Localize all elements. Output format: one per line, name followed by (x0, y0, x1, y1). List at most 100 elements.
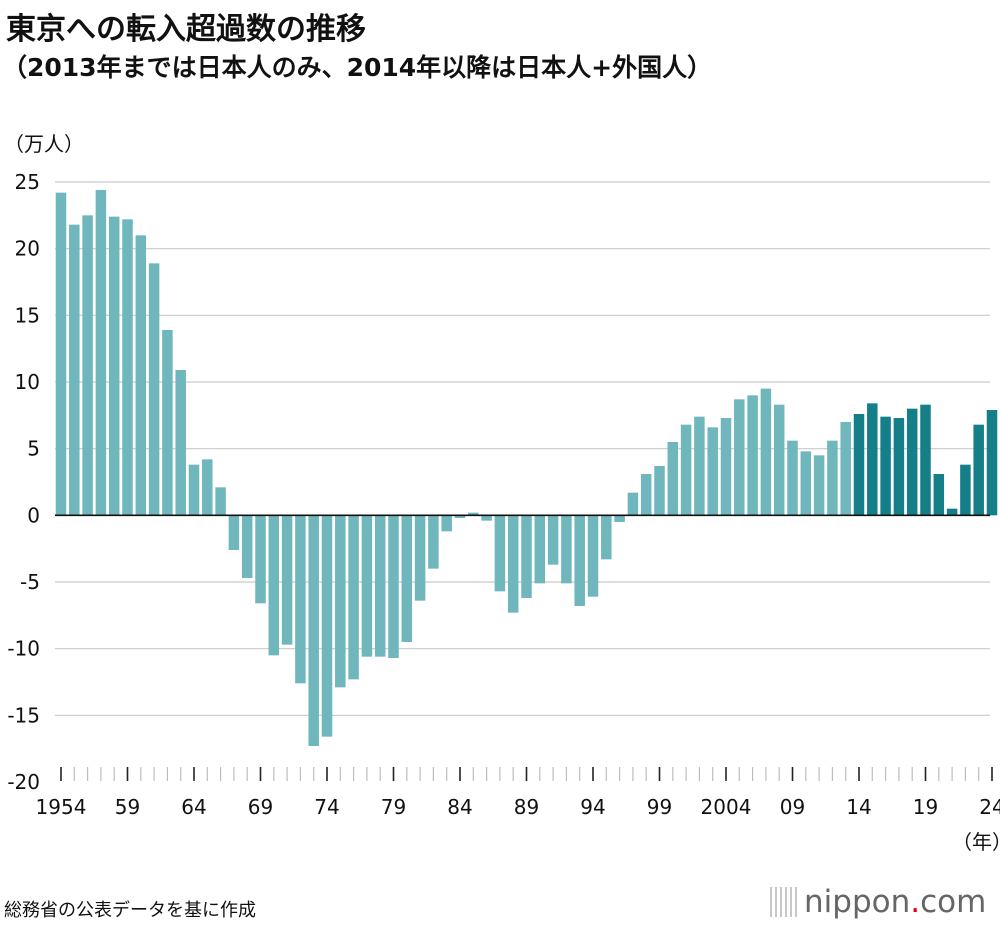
bar-2022 (960, 464, 971, 516)
bar-1992 (561, 515, 572, 584)
logo-name: nippon (804, 884, 911, 920)
bar-2016 (880, 416, 891, 516)
bar-1980 (401, 515, 413, 642)
bar-2021 (946, 508, 958, 516)
bar-2011 (813, 455, 825, 516)
bar-1972 (295, 515, 306, 684)
bar-1969 (255, 515, 266, 604)
bar-1987 (494, 515, 506, 592)
bar-2017 (893, 418, 905, 516)
bar-1996 (614, 515, 625, 522)
bar-2002 (694, 416, 705, 516)
y-tick-label: 25 (15, 170, 40, 194)
bar-1983 (441, 515, 452, 532)
bar-2003 (707, 427, 718, 516)
x-tick-label: 09 (780, 795, 805, 819)
bar-1974 (321, 515, 333, 737)
chart-subtitle: （2013年までは日本人のみ、2014年以降は日本人+外国人） (2, 53, 713, 82)
bar-1989 (521, 515, 532, 598)
x-tick-label: 2004 (701, 795, 752, 819)
x-tick-label: 84 (447, 795, 472, 819)
x-tick-label: 14 (846, 795, 871, 819)
bar-2024 (986, 410, 998, 516)
bar-1971 (281, 515, 293, 645)
bar-1958 (108, 216, 120, 516)
x-tick-label: 74 (314, 795, 339, 819)
bar-2023 (973, 424, 984, 516)
bar-2013 (840, 422, 851, 516)
bar-1997 (627, 492, 639, 516)
bar-2020 (933, 474, 945, 516)
chart-title: 東京への転入超過数の推移 (6, 12, 366, 47)
y-tick-label: -15 (7, 703, 40, 727)
nippon-com-logo: nippon.com (770, 884, 986, 920)
x-tick-label: 64 (181, 795, 206, 819)
bar-1954 (55, 192, 67, 516)
bar-2014 (853, 414, 865, 516)
x-tick-label: 99 (647, 795, 672, 819)
bar-1963 (175, 370, 186, 516)
bar-1961 (148, 263, 160, 516)
bar-1957 (95, 190, 107, 516)
x-tick-label: 24 (979, 795, 1000, 819)
source-note: 総務省の公表データを基に作成 (4, 900, 256, 921)
x-tick-label: 94 (580, 795, 605, 819)
bar-2012 (827, 440, 838, 516)
y-tick-label: 10 (15, 370, 40, 394)
x-tick-label: 19 (913, 795, 938, 819)
bar-1970 (268, 515, 280, 656)
bar-2001 (680, 424, 692, 516)
bar-1955 (69, 224, 80, 516)
bar-1977 (361, 515, 373, 657)
bar-1982 (428, 515, 439, 569)
bar-1978 (374, 515, 386, 657)
bar-2004 (720, 418, 732, 516)
bar-1962 (162, 330, 173, 516)
bar-1981 (414, 515, 426, 601)
bar-1966 (215, 487, 226, 516)
bar-2009 (787, 440, 798, 516)
bar-1999 (654, 466, 665, 516)
y-tick-label: 0 (27, 503, 40, 527)
x-tick-label: 69 (248, 795, 273, 819)
bar-1976 (348, 515, 359, 680)
bar-1975 (335, 515, 346, 688)
bar-1968 (241, 515, 253, 578)
bar-1960 (135, 235, 147, 516)
logo-bars-icon (770, 887, 800, 917)
bar-1985 (468, 512, 479, 516)
y-tick-label: -10 (7, 637, 40, 661)
logo-dot: . (910, 884, 921, 920)
bar-1986 (481, 515, 492, 521)
y-axis-unit-label: （万人） (4, 132, 84, 156)
x-tick-label: 1954 (36, 795, 87, 819)
bar-1995 (601, 515, 612, 560)
bar-1973 (308, 515, 319, 746)
logo-suffix: com (920, 884, 987, 920)
bar-1990 (534, 515, 546, 584)
bar-2015 (867, 403, 878, 516)
bar-1991 (547, 515, 559, 565)
bar-2008 (773, 404, 785, 516)
bar-2000 (667, 442, 679, 516)
bar-2018 (906, 408, 918, 516)
x-tick-label: 79 (381, 795, 406, 819)
bar-1967 (228, 515, 240, 550)
bar-1984 (454, 515, 466, 518)
bar-1979 (388, 515, 399, 658)
bar-2006 (747, 395, 758, 516)
y-tick-label: 20 (15, 237, 40, 261)
bar-1994 (587, 515, 599, 597)
y-tick-label: -20 (7, 770, 40, 794)
bar-1988 (507, 515, 519, 613)
y-tick-label: 5 (27, 437, 40, 461)
bar-1993 (574, 515, 585, 606)
bar-2010 (800, 451, 812, 516)
bar-1956 (82, 215, 93, 516)
bar-2019 (920, 404, 931, 516)
bar-1959 (122, 219, 133, 516)
x-tick-label: 89 (514, 795, 539, 819)
bar-1964 (188, 464, 200, 516)
x-axis-unit-label: （年） (952, 830, 1000, 854)
